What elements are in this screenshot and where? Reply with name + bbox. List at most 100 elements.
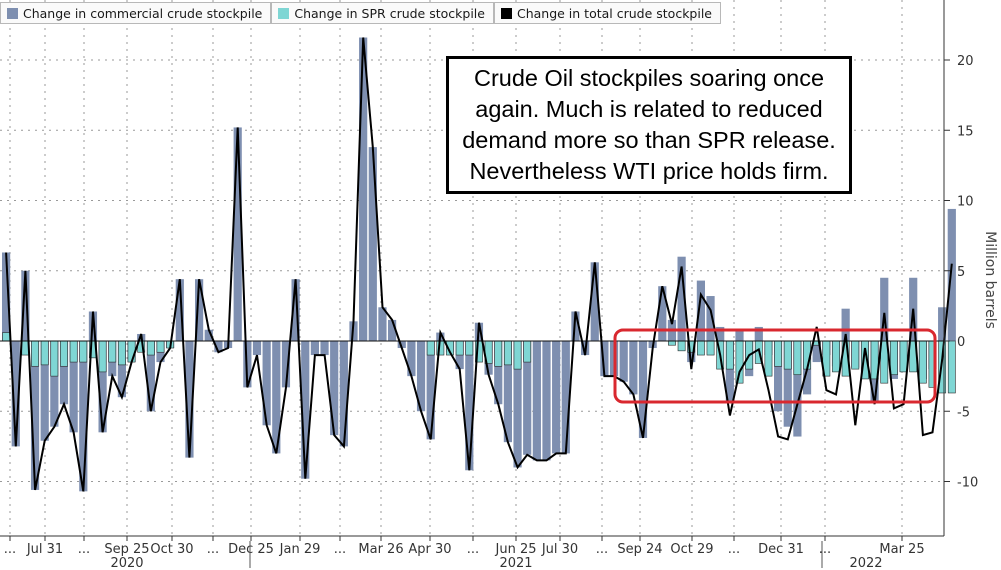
x-tick-label: Oct 30	[150, 542, 193, 557]
commercial-bar	[30, 341, 40, 490]
x-tick-label: ...	[467, 542, 479, 557]
spr-bar	[764, 340, 773, 377]
legend-item-total[interactable]: Change in total crude stockpile	[493, 2, 722, 24]
spr-bar	[69, 340, 78, 363]
commercial-bar	[716, 326, 725, 341]
commercial-bar	[542, 341, 551, 461]
commercial-bar	[494, 341, 503, 405]
commercial-bar	[252, 341, 262, 356]
commercial-bar	[706, 296, 715, 341]
highlight-box	[613, 328, 937, 404]
y-tick-label: -5	[957, 405, 970, 420]
spr-bar	[696, 340, 705, 356]
commercial-bar	[272, 341, 281, 454]
commercial-bar	[281, 341, 291, 388]
x-tick-label: ...	[596, 542, 608, 557]
spr-bar	[494, 340, 503, 367]
commercial-bar	[195, 279, 204, 341]
commercial-bar	[330, 341, 339, 436]
spr-bar	[832, 340, 840, 373]
commercial-bar	[214, 341, 223, 353]
commercial-bar	[947, 208, 956, 341]
commercial-bar	[735, 329, 744, 341]
x-tick-label: Jan 29	[279, 542, 321, 557]
commercial-bar	[204, 329, 213, 341]
spr-bar	[31, 340, 39, 367]
commercial-bar	[310, 341, 319, 356]
commercial-bar	[696, 280, 705, 341]
spr-bar	[98, 340, 107, 373]
commercial-bar	[11, 341, 20, 447]
legend-swatch-spr	[278, 7, 290, 19]
x-tick-label: Mar 26	[358, 542, 403, 557]
x-tick-label: Dec 25	[228, 542, 274, 557]
spr-bar	[455, 340, 464, 356]
spr-bar	[899, 340, 908, 373]
spr-bar	[108, 340, 117, 363]
y-tick-label: 0	[957, 335, 965, 350]
x-tick-label: ...	[819, 542, 831, 557]
commercial-bar	[812, 341, 821, 363]
legend-label-spr: Change in SPR crude stockpile	[294, 5, 485, 21]
commercial-bar	[880, 277, 889, 341]
spr-bar	[677, 340, 686, 352]
spr-bar	[725, 340, 734, 370]
commercial-bar	[407, 341, 416, 377]
x-tick-label: Sep 25	[104, 542, 149, 557]
commercial-bar	[638, 341, 648, 438]
commercial-bar	[98, 341, 107, 433]
commercial-bar	[301, 341, 310, 479]
commercial-bar	[175, 279, 184, 341]
x-tick-label: ...	[4, 542, 16, 557]
spr-bar	[918, 340, 927, 384]
x-year-label: 2021	[499, 556, 532, 570]
commercial-bar	[59, 341, 69, 405]
legend-item-spr[interactable]: Change in SPR crude stockpile	[271, 2, 494, 24]
commercial-bar	[590, 262, 599, 341]
commercial-bar	[754, 326, 763, 341]
commercial-bar	[397, 341, 406, 349]
y-tick-label: 5	[957, 265, 965, 280]
commercial-bar	[793, 341, 802, 437]
spr-bar	[774, 340, 782, 367]
commercial-bar	[50, 341, 59, 427]
spr-bar	[783, 340, 792, 370]
x-tick-label: Mar 25	[879, 542, 924, 557]
x-tick-label: ...	[78, 542, 90, 557]
commercial-bar	[79, 341, 88, 492]
x-tick-label: Jul 30	[541, 542, 578, 557]
commercial-bar	[658, 286, 667, 341]
legend-label-total: Change in total crude stockpile	[516, 5, 713, 21]
y-tick-label: 15	[957, 124, 974, 139]
commercial-bar	[233, 127, 242, 341]
y-tick-label: -10	[957, 476, 978, 491]
total-line	[5, 37, 953, 492]
commercial-bar	[117, 341, 126, 398]
spr-bar	[668, 340, 676, 346]
spr-bar	[947, 340, 956, 394]
commercial-bar	[725, 341, 734, 402]
spr-bar	[2, 332, 10, 342]
x-year-label: 2020	[110, 556, 143, 570]
commercial-bar	[339, 341, 348, 447]
annotation-text: Crude Oil stockpiles soaring once again.…	[462, 65, 836, 184]
commercial-bar	[359, 37, 368, 342]
legend-item-commercial[interactable]: Change in commercial crude stockpile	[0, 2, 272, 24]
commercial-bar	[426, 341, 435, 440]
x-tick-label: Oct 29	[670, 542, 713, 557]
spr-bar	[889, 340, 898, 376]
y-tick-label: 20	[957, 54, 974, 69]
commercial-bar	[503, 341, 512, 443]
commercial-bar	[185, 341, 194, 458]
x-tick-label: Apr 30	[408, 542, 451, 557]
spr-bar	[513, 340, 522, 370]
x-tick-label: Dec 31	[758, 542, 804, 557]
commercial-bar	[388, 319, 397, 341]
x-tick-label: ...	[334, 542, 346, 557]
commercial-bar	[552, 341, 561, 454]
commercial-bar	[40, 341, 49, 441]
commercial-bar	[368, 147, 377, 341]
spr-bar	[523, 340, 532, 363]
spr-bar	[40, 340, 49, 366]
spr-bar	[793, 340, 802, 376]
